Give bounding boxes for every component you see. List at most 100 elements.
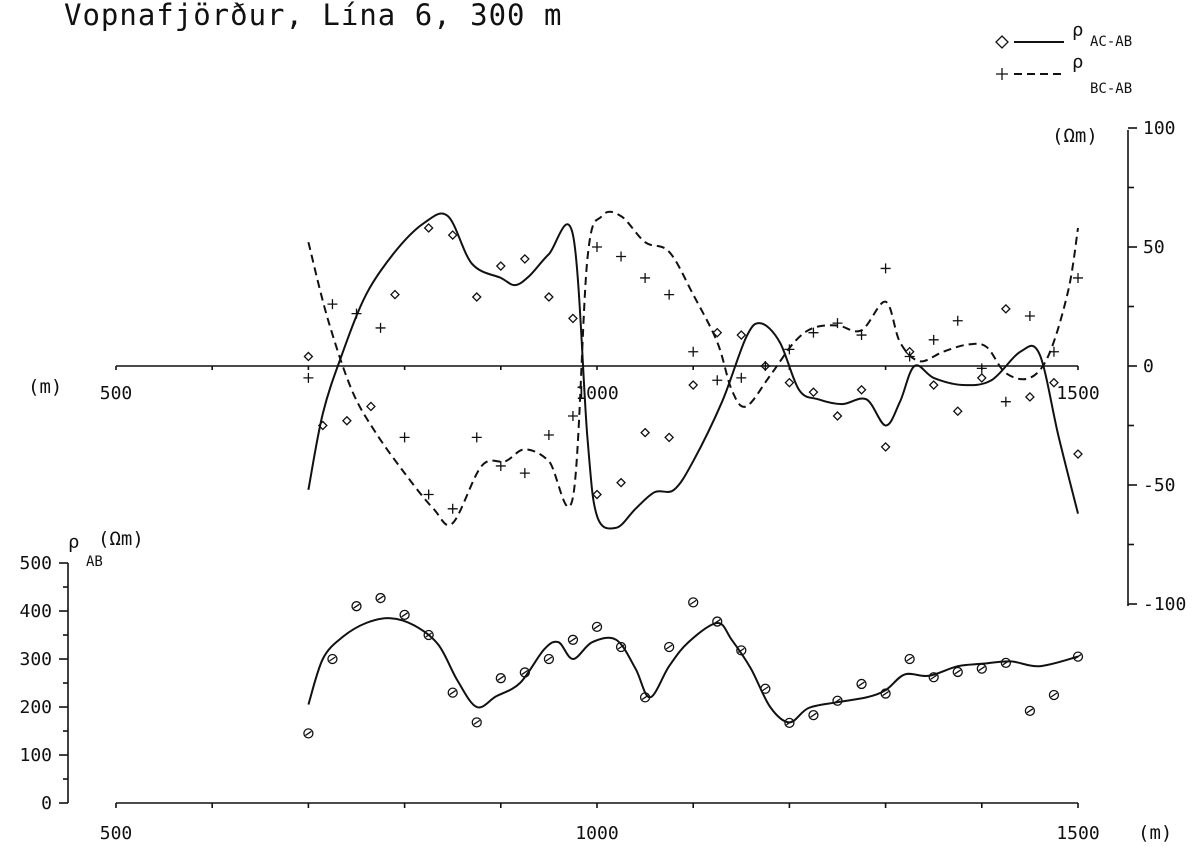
bc-ab-point	[351, 308, 362, 319]
top-curves	[307, 210, 1079, 530]
rho-ab-point-slash	[593, 624, 601, 630]
ac-ab-point	[1073, 449, 1083, 459]
legend-diamond-marker	[995, 35, 1009, 49]
bc-ab-point	[1048, 346, 1059, 357]
bottom-y-symbol: ρ	[68, 531, 79, 553]
bc-ab-point	[712, 375, 723, 386]
bottom-y-tick-label: 400	[19, 601, 52, 622]
bc-ab-point	[471, 432, 482, 443]
rho-ab-point-slash	[689, 599, 697, 605]
bc-ab-point	[375, 322, 386, 333]
bc-ab-point	[880, 263, 891, 274]
top-y-unit: (Ωm)	[1052, 125, 1098, 147]
rho-ab-point-slash	[906, 656, 914, 662]
rho-ab-point	[1024, 705, 1036, 716]
bc-ab-point	[495, 460, 506, 471]
rho-ab-point	[832, 695, 843, 706]
ac-ab-point	[832, 411, 843, 421]
top-y-tick-label: 100	[1143, 118, 1176, 139]
bottom-y-tick-label: 300	[19, 649, 52, 670]
ac-ab-point	[390, 289, 400, 300]
rho-ab-point-slash	[882, 691, 889, 697]
ac-ab-point	[592, 489, 602, 500]
bc-ab-point	[1000, 396, 1011, 407]
ac-ab-curve	[307, 212, 1079, 530]
rho-ab-point	[351, 601, 362, 612]
rho-ab-point	[615, 641, 627, 653]
ac-ab-point	[341, 415, 352, 426]
bc-ab-point	[592, 242, 602, 252]
ac-ab-point	[736, 330, 747, 340]
ac-ab-point	[976, 372, 987, 383]
ac-ab-point	[688, 380, 699, 390]
rho-ab-point-slash	[1074, 654, 1082, 660]
rho-ab-point	[639, 692, 651, 703]
ac-ab-point	[880, 442, 891, 452]
rho-ab-point	[399, 609, 410, 620]
rho-ab-point	[712, 616, 723, 627]
rho-ab-point-slash	[761, 686, 769, 692]
bc-ab-point	[1073, 272, 1083, 283]
legend-item-ac-ab: ρ AC-AB	[995, 19, 1132, 50]
ac-ab-point	[784, 377, 795, 388]
top-y-tick-label: -50	[1143, 475, 1176, 496]
rho-ab-point-slash	[425, 632, 433, 638]
ac-ab-point	[447, 230, 458, 241]
rho-ab-point	[904, 653, 915, 665]
bottom-y-unit: (Ωm)	[98, 528, 144, 550]
rho-ab-point-slash	[1050, 692, 1058, 698]
top-markers	[303, 223, 1083, 514]
top-y-tick-label: 0	[1143, 356, 1154, 377]
bc-ab-point	[832, 318, 843, 329]
bottom-y-tick-label: 500	[19, 553, 52, 574]
bc-ab-point	[808, 327, 819, 338]
ac-ab-point	[471, 292, 482, 302]
rho-ab-point	[423, 629, 434, 641]
bottom-x-tick-label: 1500	[1056, 823, 1099, 844]
ac-ab-point	[1000, 303, 1011, 314]
ac-ab-point	[543, 292, 554, 302]
ac-ab-point	[495, 261, 506, 271]
rho-ab-point	[976, 663, 987, 674]
bc-ab-point	[1024, 311, 1035, 322]
legend: ρ AC-AB ρ BC-AB	[995, 19, 1132, 97]
bc-ab-point	[928, 334, 939, 345]
rho-ab-point-slash	[377, 595, 384, 601]
rho-ab-point-slash	[665, 644, 673, 650]
rho-ab-point-slash	[834, 698, 841, 704]
rho-ab-point-slash	[954, 669, 962, 675]
bc-ab-curve	[307, 210, 1079, 527]
rho-ab-point	[447, 687, 458, 698]
top-y-tick-label: -100	[1143, 594, 1186, 615]
rho-ab-point-slash	[737, 647, 745, 653]
ac-ab-point	[303, 351, 314, 362]
bc-ab-point	[904, 351, 915, 362]
rho-ab-point	[543, 653, 555, 665]
rho-ab-point	[784, 717, 795, 728]
bc-ab-point	[664, 289, 675, 300]
bc-ab-point	[447, 503, 458, 514]
bc-ab-point	[952, 315, 963, 326]
top-x-tick-label: 500	[100, 383, 133, 404]
rho-ab-point-slash	[401, 612, 408, 618]
ac-ab-point	[808, 387, 819, 398]
bottom-plot: ρ AB (Ωm) (m) 500 1000 1500500400300200100…	[19, 528, 1172, 844]
rho-ab-point	[471, 717, 482, 728]
bottom-x-unit: (m)	[1138, 822, 1172, 844]
rho-ab-point-slash	[930, 674, 938, 680]
top-x-tick-label: 1000	[575, 383, 618, 404]
rho-ab-point	[688, 597, 699, 608]
top-x-unit: (m)	[28, 376, 62, 398]
ac-ab-point	[519, 253, 530, 264]
rho-ab-point	[808, 710, 819, 721]
bc-ab-point	[640, 272, 651, 283]
bc-ab-point	[303, 372, 314, 383]
ac-ab-point	[1024, 392, 1035, 402]
top-y-tick-label: 50	[1143, 237, 1165, 258]
rho-ab-point	[1072, 651, 1084, 662]
legend-item-bc-ab: ρ BC-AB	[996, 51, 1132, 97]
rho-ab-point-slash	[978, 666, 986, 672]
bc-ab-point	[567, 410, 578, 421]
rho-ab-point	[495, 673, 506, 684]
